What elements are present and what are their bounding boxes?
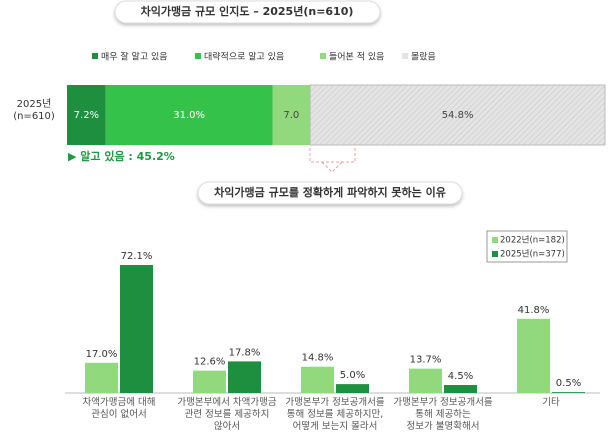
bar (193, 370, 226, 393)
value-label: 31.0% (173, 110, 205, 121)
legend-swatch (492, 251, 498, 257)
value-label: 14.8% (302, 353, 334, 364)
chart-title: 차익가맹금 규모를 정확하게 파악하지 못하는 이유 (214, 185, 446, 199)
value-label: 5.0% (340, 370, 365, 381)
value-label: 17.0% (86, 349, 118, 360)
bar-segment (105, 85, 273, 145)
x-tick-label: 차액가맹금에 대해 관심이 없어서 (82, 397, 156, 420)
value-label: 0.5% (556, 378, 581, 389)
x-tick-label: 가맹본부에서 차액가맹금 관련 정보를 제공하지 않아서 (177, 397, 277, 432)
bar (120, 265, 153, 393)
bar (552, 392, 585, 393)
legend-label: 매우 잘 알고 있음 (101, 51, 168, 63)
y-tick-label: 2025년 (n=610) (13, 99, 55, 122)
legend-label: 몰랐음 (411, 51, 436, 63)
hatch (309, 84, 606, 146)
x-tick-label: 가맹본부가 정보공개서를 통해 제공하는 정보가 불명확해서 (393, 397, 493, 432)
value-label: 54.8% (442, 110, 474, 121)
legend-swatch (320, 53, 326, 59)
value-label: 12.6% (194, 357, 226, 368)
value-label: 17.8% (229, 347, 261, 358)
bar (409, 368, 442, 393)
bar-segment (67, 85, 106, 145)
title-pill (114, 0, 381, 24)
bar (301, 366, 334, 393)
legend-label: 들어본 적 있음 (329, 51, 384, 63)
value-label: 4.5% (448, 371, 473, 382)
connector-arrow (321, 161, 343, 173)
legend-swatch (402, 53, 408, 59)
legend-label: 2025년(n=377) (500, 249, 565, 260)
legend-label: 대략적으로 알고 있음 (204, 51, 284, 63)
legend-swatch (195, 53, 201, 59)
x-tick-label: 가맹본부가 정보공개서를 통해 정보를 제공하지만, 어떻게 보는지 몰라서 (285, 397, 385, 432)
bar (336, 384, 369, 393)
value-label: 72.1% (121, 251, 153, 262)
value-label: 13.7% (410, 355, 442, 366)
legend-box (486, 230, 568, 263)
bar-segment (272, 85, 311, 145)
value-label: 41.8% (518, 305, 550, 316)
annotation: ▶ 알고 있음 : 45.2% (68, 149, 175, 163)
value-label: 7.2% (74, 110, 99, 121)
connector (309, 148, 356, 163)
bar (517, 318, 550, 393)
bar (444, 385, 477, 393)
legend-swatch (92, 53, 98, 59)
legend-swatch (492, 237, 498, 243)
chart-title: 차익가맹금 규모 인지도 – 2025년(n=610) (141, 4, 354, 18)
bar (85, 362, 118, 393)
title-pill (197, 181, 463, 205)
x-tick-label: 기타 (542, 397, 560, 408)
legend-label: 2022년(n=182) (500, 235, 565, 246)
value-label: 7.0 (283, 110, 299, 121)
bar (228, 361, 261, 393)
